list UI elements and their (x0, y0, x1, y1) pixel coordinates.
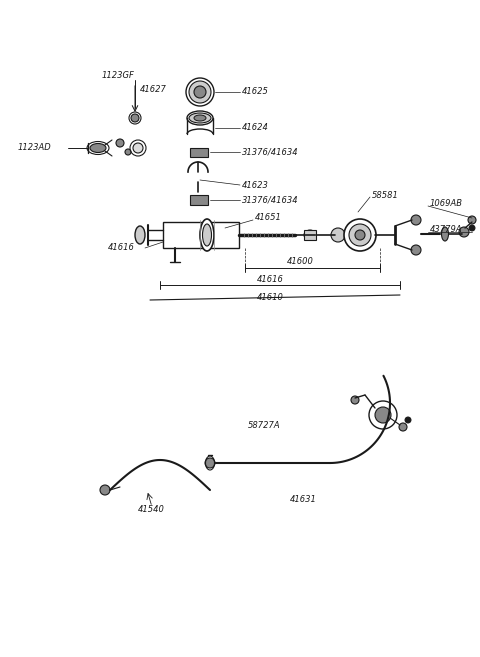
Ellipse shape (200, 219, 214, 251)
Text: 41616: 41616 (257, 275, 283, 284)
Circle shape (133, 143, 143, 153)
Circle shape (125, 149, 131, 155)
Circle shape (355, 230, 365, 240)
Text: 41623: 41623 (242, 181, 269, 189)
Circle shape (405, 417, 411, 423)
Circle shape (459, 227, 469, 237)
Circle shape (468, 216, 476, 224)
Ellipse shape (304, 230, 316, 240)
Text: 41627: 41627 (140, 85, 167, 95)
Text: 41540: 41540 (138, 505, 165, 514)
Circle shape (411, 245, 421, 255)
Text: 43779A: 43779A (430, 225, 463, 235)
Text: 31376/41634: 31376/41634 (242, 148, 299, 156)
Text: 58727A: 58727A (248, 420, 281, 430)
Text: 41616: 41616 (108, 244, 135, 252)
Circle shape (169, 229, 181, 241)
Text: 41624: 41624 (242, 124, 269, 133)
Bar (304, 230, 316, 240)
Circle shape (344, 219, 376, 251)
Circle shape (205, 458, 215, 468)
Text: 1123GF: 1123GF (102, 70, 135, 79)
Text: 41625: 41625 (242, 87, 269, 97)
Text: 41610: 41610 (257, 294, 283, 302)
Ellipse shape (442, 227, 448, 241)
Circle shape (331, 228, 345, 242)
Ellipse shape (194, 115, 206, 121)
Ellipse shape (187, 111, 213, 125)
Ellipse shape (135, 226, 145, 244)
Text: 1123AD: 1123AD (18, 143, 52, 152)
Circle shape (349, 224, 371, 246)
Ellipse shape (90, 143, 106, 152)
Circle shape (186, 78, 214, 106)
Text: 41631: 41631 (290, 495, 317, 505)
Ellipse shape (189, 113, 211, 123)
Bar (190, 195, 208, 205)
Text: 31376/41634: 31376/41634 (242, 196, 299, 204)
Text: 58581: 58581 (372, 191, 399, 200)
Circle shape (100, 485, 110, 495)
Circle shape (351, 396, 359, 404)
Ellipse shape (203, 224, 212, 246)
Text: 1069AB: 1069AB (430, 200, 463, 208)
Circle shape (469, 225, 475, 231)
Circle shape (131, 114, 139, 122)
Circle shape (194, 86, 206, 98)
Circle shape (411, 215, 421, 225)
Bar (163, 222, 239, 248)
Circle shape (116, 139, 124, 147)
Circle shape (375, 407, 391, 423)
Circle shape (164, 224, 186, 246)
Circle shape (399, 423, 407, 431)
Circle shape (189, 81, 211, 103)
Bar (190, 148, 208, 157)
Text: 41600: 41600 (287, 258, 313, 267)
Text: 41651: 41651 (255, 214, 282, 223)
